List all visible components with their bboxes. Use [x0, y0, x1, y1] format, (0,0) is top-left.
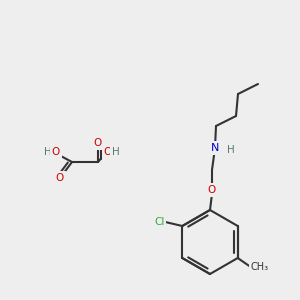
Text: Cl: Cl [154, 217, 164, 227]
Text: O: O [104, 147, 112, 157]
Text: H: H [112, 147, 120, 157]
Text: O: O [56, 173, 64, 183]
Text: CH₃: CH₃ [251, 262, 269, 272]
Text: O: O [208, 185, 216, 195]
Text: O: O [52, 147, 60, 157]
Text: N: N [211, 143, 219, 153]
Text: H: H [44, 147, 52, 157]
Text: O: O [94, 138, 102, 148]
Text: H: H [227, 145, 235, 155]
